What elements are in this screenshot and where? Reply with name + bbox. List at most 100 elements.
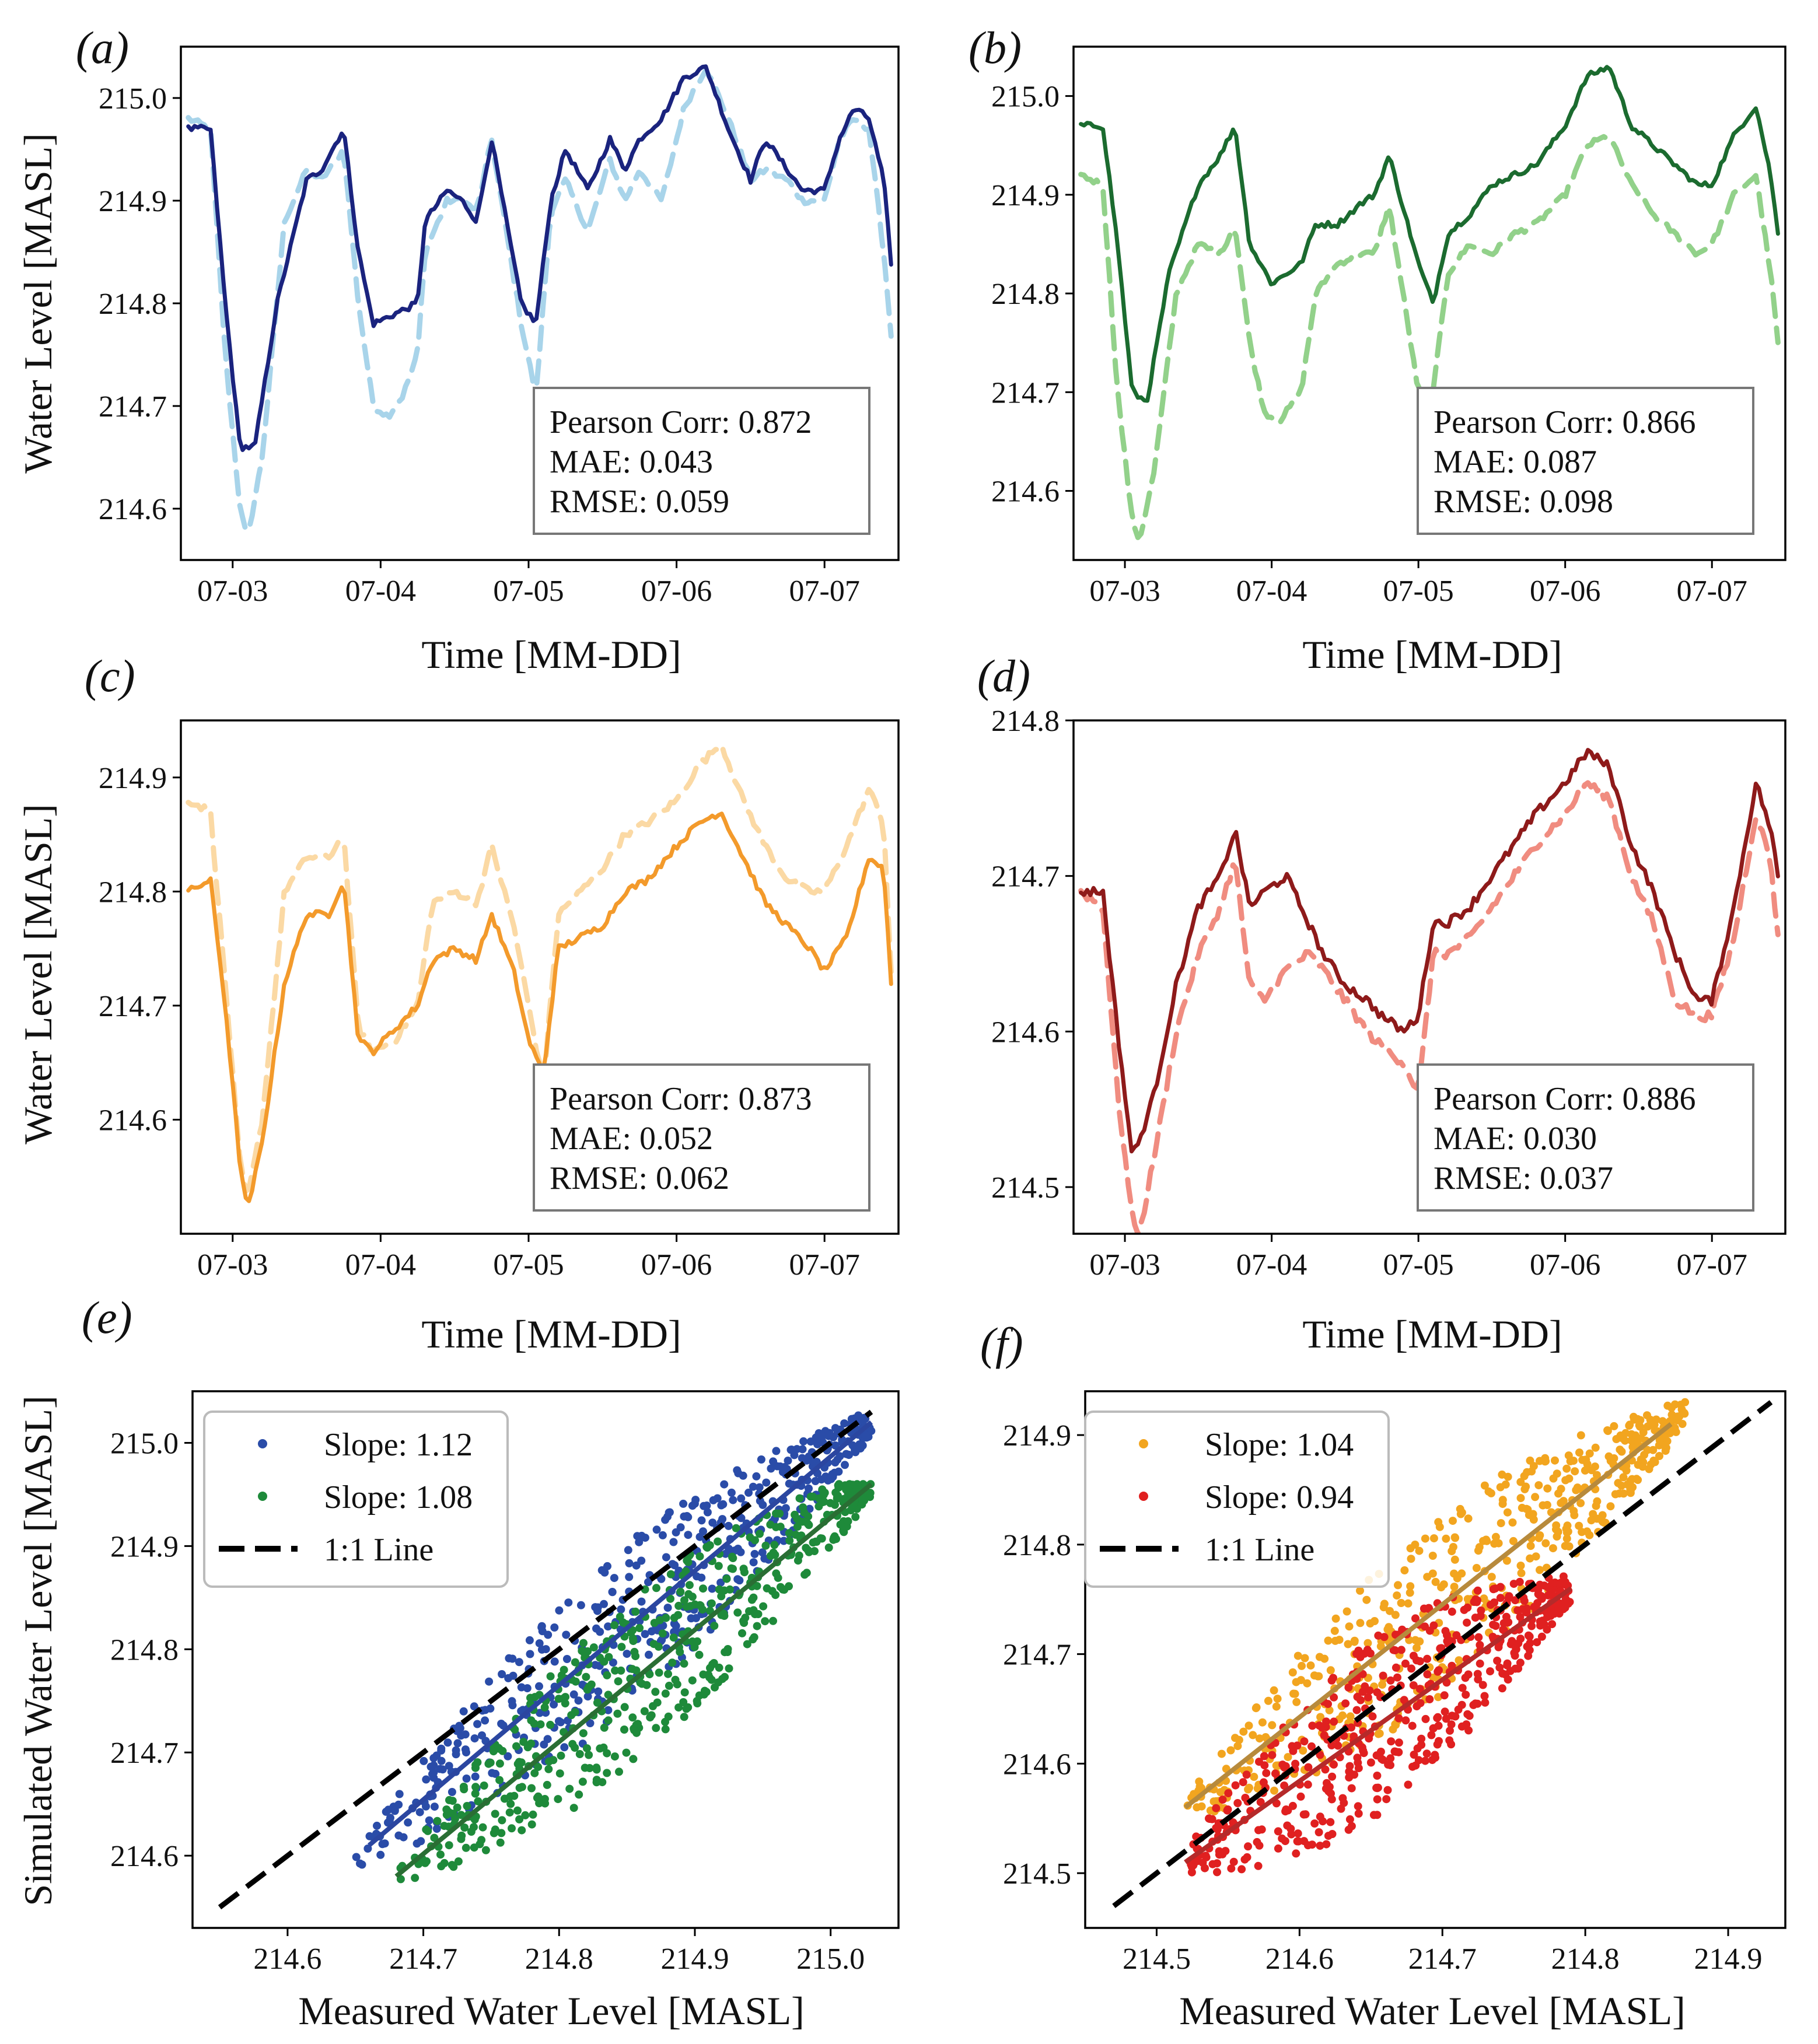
- scatter-point-1-e: [813, 1440, 821, 1448]
- scatter-point-2-e: [515, 1815, 524, 1824]
- scatter-point-1-e: [721, 1549, 730, 1558]
- scatter-point-2-e: [519, 1738, 528, 1746]
- scatter-point-2-f: [1397, 1646, 1406, 1654]
- scatter-point-2-e: [631, 1652, 640, 1661]
- scatter-point-1-e: [729, 1496, 737, 1504]
- scatter-point-2-f: [1511, 1664, 1520, 1673]
- xtick-label-a: 07-03: [197, 575, 268, 608]
- scatter-point-2-e: [521, 1811, 530, 1819]
- scatter-point-1-e: [713, 1494, 722, 1503]
- scatter-point-2-f: [1526, 1639, 1534, 1647]
- scatter-point-2-e: [628, 1626, 637, 1634]
- scatter-point-2-e: [530, 1719, 539, 1728]
- scatter-point-2-e: [820, 1497, 828, 1506]
- scatter-point-2-f: [1255, 1758, 1263, 1766]
- scatter-point-2-f: [1498, 1684, 1506, 1693]
- scatter-point-1-e: [835, 1452, 844, 1461]
- panel-label-c: (c): [85, 650, 135, 701]
- scatter-point-1-e: [635, 1538, 644, 1546]
- scatter-point-2-e: [714, 1537, 722, 1546]
- scatter-point-2-e: [759, 1602, 768, 1611]
- scatter-point-2-f: [1352, 1650, 1361, 1658]
- scatter-point-1-e: [505, 1654, 513, 1662]
- scatter-point-2-e: [785, 1536, 794, 1545]
- scatter-point-2-e: [771, 1550, 779, 1559]
- scatter-point-2-e: [603, 1671, 611, 1679]
- scatter-point-2-e: [462, 1843, 470, 1852]
- scatter-point-2-e: [603, 1769, 611, 1777]
- series-measured-a: [186, 64, 893, 452]
- scatter-point-1-e: [702, 1502, 711, 1510]
- scatter-point-1-e: [691, 1496, 700, 1504]
- scatter-point-2-e: [498, 1816, 506, 1825]
- xtick-label-e: 215.0: [796, 1943, 865, 1976]
- ytick-label-f: 214.6: [1003, 1748, 1071, 1781]
- scatter-point-1-e: [735, 1576, 744, 1585]
- scatter-point-2-f: [1380, 1633, 1389, 1642]
- scatter-point-1-e: [762, 1478, 771, 1487]
- scatter-point-1-f: [1393, 1591, 1401, 1600]
- scatter-point-1-f: [1407, 1555, 1415, 1563]
- scatter-point-1-f: [1330, 1626, 1339, 1635]
- scatter-point-2-f: [1283, 1821, 1292, 1830]
- scatter-point-1-f: [1450, 1555, 1459, 1564]
- scatter-point-2-f: [1557, 1578, 1565, 1587]
- scatter-point-2-e: [454, 1857, 463, 1866]
- scatter-point-1-e: [358, 1860, 366, 1869]
- scatter-point-1-e: [736, 1548, 745, 1556]
- scatter-point-2-e: [715, 1663, 723, 1672]
- scatter-point-2-f: [1213, 1868, 1221, 1877]
- scatter-point-2-e: [842, 1485, 851, 1494]
- scatter-point-2-f: [1462, 1690, 1470, 1699]
- scatter-point-2-f: [1345, 1768, 1354, 1776]
- scatter-point-2-e: [753, 1581, 761, 1590]
- scatter-point-2-f: [1490, 1598, 1499, 1607]
- scatter-point-1-f: [1375, 1729, 1384, 1738]
- scatter-point-2-f: [1392, 1663, 1400, 1672]
- scatter-point-1-f: [1536, 1566, 1544, 1574]
- scatter-point-1-f: [1303, 1679, 1312, 1688]
- xtick-label-c: 07-07: [789, 1248, 860, 1282]
- scatter-point-1-e: [755, 1483, 764, 1492]
- scatter-point-2-f: [1511, 1596, 1519, 1605]
- axes-frame-c: [180, 719, 900, 1235]
- scatter-point-1-f: [1509, 1536, 1518, 1545]
- scatter-point-2-f: [1344, 1683, 1353, 1692]
- scatter-point-2-f: [1321, 1765, 1330, 1774]
- scatter-point-1-f: [1428, 1552, 1437, 1560]
- scatter-point-2-f: [1465, 1712, 1474, 1720]
- scatter-point-1-f: [1552, 1521, 1561, 1530]
- ytick-label-e: 214.6: [110, 1840, 179, 1873]
- scatter-point-2-e: [763, 1584, 771, 1592]
- scatter-point-1-e: [592, 1624, 600, 1633]
- scatter-point-2-f: [1443, 1637, 1452, 1646]
- scatter-point-1-f: [1557, 1499, 1565, 1507]
- scatter-point-1-f: [1413, 1644, 1421, 1652]
- scatter-point-1-f: [1516, 1494, 1525, 1503]
- scatter-point-2-e: [567, 1711, 576, 1720]
- scatter-point-1-e: [604, 1622, 613, 1631]
- scatter-point-2-f: [1301, 1810, 1310, 1819]
- scatter-point-1-e: [555, 1717, 563, 1726]
- scatter-point-2-e: [512, 1742, 520, 1751]
- scatter-point-2-f: [1473, 1699, 1482, 1708]
- scatter-point-1-e: [727, 1488, 736, 1497]
- scatter-point-2-e: [422, 1857, 431, 1866]
- scatter-point-1-e: [417, 1837, 425, 1846]
- scatter-point-1-f: [1439, 1580, 1448, 1589]
- scatter-point-1-e: [784, 1457, 792, 1465]
- scatter-point-1-f: [1570, 1511, 1579, 1520]
- scatter-point-2-e: [665, 1681, 673, 1690]
- xlabel-c: Time [MM-DD]: [421, 1312, 681, 1356]
- scatter-point-2-f: [1316, 1751, 1324, 1759]
- scatter-point-2-f: [1533, 1638, 1541, 1647]
- legend-f-label-3: 1:1 Line: [1205, 1532, 1314, 1568]
- scatter-point-2-e: [721, 1672, 729, 1681]
- scatter-point-2-e: [743, 1640, 751, 1648]
- scatter-point-1-e: [363, 1845, 372, 1853]
- scatter-point-2-f: [1341, 1699, 1350, 1708]
- scatter-point-1-e: [703, 1508, 712, 1517]
- scatter-point-2-f: [1480, 1692, 1489, 1700]
- scatter-point-2-e: [717, 1592, 726, 1601]
